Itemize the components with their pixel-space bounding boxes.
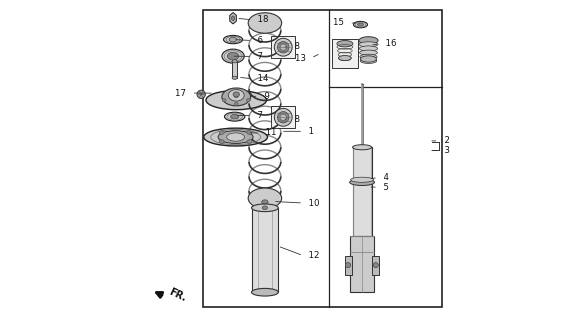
Ellipse shape [262,206,267,210]
Ellipse shape [197,90,206,99]
Bar [372,256,379,275]
Text: 14: 14 [252,74,269,83]
Ellipse shape [360,58,377,63]
Ellipse shape [233,92,239,97]
Text: 10: 10 [303,198,319,207]
Ellipse shape [248,188,281,208]
Bar [353,147,371,236]
Text: 2: 2 [439,136,450,145]
Bar [350,236,374,292]
Ellipse shape [234,95,238,98]
Text: FR.: FR. [167,287,187,303]
Ellipse shape [247,131,252,134]
Ellipse shape [224,112,245,121]
Ellipse shape [204,128,267,146]
Ellipse shape [247,140,252,143]
Ellipse shape [206,91,266,110]
Ellipse shape [252,204,279,212]
Ellipse shape [350,179,374,186]
Bar [272,107,295,128]
Ellipse shape [339,55,351,60]
Ellipse shape [227,133,245,141]
Ellipse shape [248,13,281,33]
Ellipse shape [373,263,378,268]
Bar [345,256,352,275]
Text: 3: 3 [439,146,450,155]
Text: 6: 6 [252,36,263,45]
Polygon shape [230,12,237,24]
Text: 16: 16 [380,39,396,48]
Text: 4: 4 [378,173,389,182]
Ellipse shape [255,197,275,206]
Ellipse shape [232,76,237,79]
Text: 17: 17 [175,89,192,98]
Bar [203,10,442,307]
Ellipse shape [353,21,367,28]
Ellipse shape [222,49,244,63]
Text: 8: 8 [289,115,300,124]
Ellipse shape [280,114,286,121]
Ellipse shape [277,112,289,123]
Text: 12: 12 [303,251,319,260]
Ellipse shape [219,140,224,143]
Ellipse shape [360,50,377,55]
Ellipse shape [277,42,289,53]
Ellipse shape [262,200,268,204]
Ellipse shape [223,99,226,102]
Bar [252,208,279,292]
Ellipse shape [274,38,292,56]
Ellipse shape [234,102,238,106]
Ellipse shape [224,36,242,44]
Ellipse shape [227,52,239,60]
Text: 7: 7 [252,52,263,61]
Ellipse shape [218,131,253,143]
Ellipse shape [346,263,350,268]
Text: 18: 18 [252,15,269,24]
Ellipse shape [230,37,237,42]
Ellipse shape [246,99,251,102]
Text: 5: 5 [378,183,389,192]
Text: 9: 9 [259,92,269,101]
Ellipse shape [232,60,237,63]
Ellipse shape [337,41,353,47]
Ellipse shape [252,288,279,296]
Bar [272,36,295,58]
Ellipse shape [353,145,371,150]
Ellipse shape [231,16,235,20]
Ellipse shape [350,177,374,182]
Text: 15: 15 [333,19,349,28]
Text: 1: 1 [303,127,314,136]
Ellipse shape [222,88,251,106]
Text: 13: 13 [294,53,311,62]
Bar [332,39,358,68]
Ellipse shape [280,44,286,50]
Ellipse shape [231,115,239,119]
Ellipse shape [359,37,378,44]
Ellipse shape [357,23,363,26]
Text: 8: 8 [289,42,300,52]
Ellipse shape [228,90,244,101]
Ellipse shape [360,54,377,59]
Ellipse shape [274,108,292,126]
Ellipse shape [359,42,378,47]
Text: 11: 11 [260,128,277,137]
Ellipse shape [219,131,224,134]
Ellipse shape [360,56,377,62]
Bar [232,61,237,78]
Ellipse shape [359,46,378,51]
Text: 7: 7 [252,111,263,120]
